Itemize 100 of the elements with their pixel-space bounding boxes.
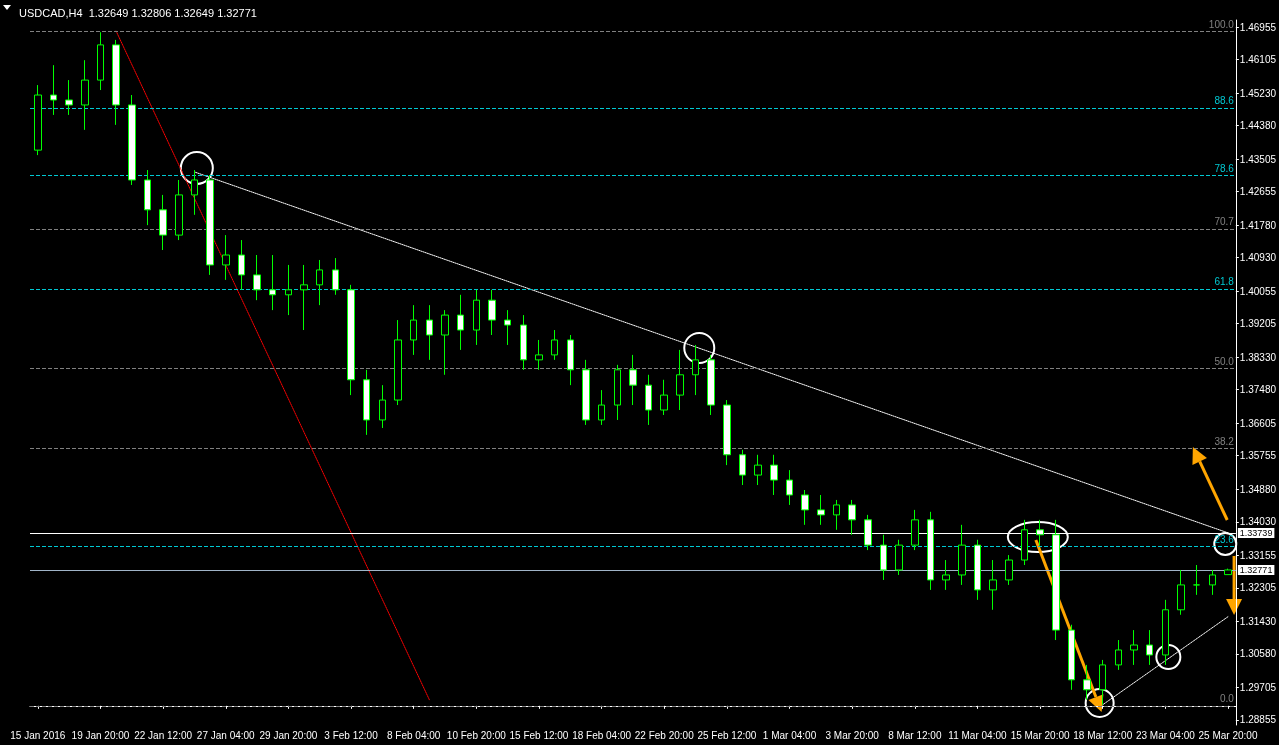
ref-line-label: 50.0 xyxy=(1214,355,1235,367)
candlestick xyxy=(128,94,136,186)
x-tick-label: 1 Mar 04:00 xyxy=(762,729,817,741)
y-tick-label: 1.42655 xyxy=(1239,186,1277,198)
candlestick xyxy=(707,354,715,416)
candlestick xyxy=(676,349,684,411)
candlestick xyxy=(911,509,919,551)
candlestick xyxy=(238,239,245,291)
x-tick-label: 3 Feb 12:00 xyxy=(324,729,379,741)
candlestick xyxy=(253,254,261,301)
candlestick xyxy=(817,494,825,526)
ref-line-label: 0.0 xyxy=(1219,693,1235,705)
y-tick-label: 1.36605 xyxy=(1239,417,1277,429)
x-tick-label: 18 Mar 12:00 xyxy=(1073,729,1133,741)
y-tick-label: 1.46955 xyxy=(1239,21,1277,33)
candlestick xyxy=(582,359,590,426)
candlestick xyxy=(269,254,276,311)
candlestick xyxy=(159,194,167,251)
ref-line-label: 70.7 xyxy=(1214,216,1235,228)
candlestick xyxy=(81,59,89,131)
y-tick-label: 1.28855 xyxy=(1239,714,1277,726)
candlestick xyxy=(1193,564,1200,596)
candlestick xyxy=(97,31,104,91)
candlestick xyxy=(457,294,464,351)
candlestick xyxy=(660,379,668,416)
candlestick xyxy=(426,304,433,361)
candlestick xyxy=(567,334,574,386)
x-tick-label: 25 Feb 12:00 xyxy=(697,729,757,741)
candlestick xyxy=(1099,659,1106,706)
x-tick-label: 15 Jan 2016 xyxy=(10,729,66,741)
y-tick-label: 1.41780 xyxy=(1239,219,1277,231)
candlestick xyxy=(1177,569,1185,616)
candlestick xyxy=(50,64,57,116)
x-tick-label: 29 Jan 20:00 xyxy=(259,729,318,741)
candlestick xyxy=(535,339,543,371)
x-tick-label: 3 Mar 20:00 xyxy=(825,729,880,741)
x-tick-label: 22 Feb 20:00 xyxy=(634,729,695,741)
candlestick xyxy=(520,314,527,371)
candlestick xyxy=(347,284,355,396)
x-tick-label: 15 Feb 12:00 xyxy=(509,729,569,741)
x-tick-label: 19 Jan 20:00 xyxy=(71,729,130,741)
chart-title: USDCAD,H4 1.32649 1.32806 1.32649 1.32771 xyxy=(19,6,257,19)
candlestick xyxy=(1115,639,1122,671)
candlestick xyxy=(754,454,762,486)
x-tick-label: 10 Feb 20:00 xyxy=(446,729,507,741)
candlestick xyxy=(739,449,746,486)
y-tick-label: 1.37480 xyxy=(1239,384,1277,396)
candlestick xyxy=(112,39,120,126)
y-tick-label: 1.29705 xyxy=(1239,681,1277,693)
ref-line-label: 38.2 xyxy=(1214,435,1235,447)
candlestick xyxy=(1083,664,1091,701)
candlestick xyxy=(300,264,308,331)
candlestick xyxy=(1224,568,1232,576)
candlestick xyxy=(206,174,214,276)
candlestick xyxy=(551,329,558,361)
candlestick xyxy=(942,559,950,591)
candlestick xyxy=(441,309,449,376)
candlestick xyxy=(1162,599,1169,666)
x-tick-label: 18 Feb 04:00 xyxy=(572,729,632,741)
x-tick-label: 25 Mar 20:00 xyxy=(1198,729,1258,741)
y-tick-label: 1.40930 xyxy=(1239,252,1277,264)
y-tick-label: 1.40055 xyxy=(1239,285,1277,297)
ref-line-label: 78.6 xyxy=(1214,162,1235,174)
candlestick xyxy=(473,289,480,346)
candlestick xyxy=(614,364,621,421)
x-tick-label: 15 Mar 20:00 xyxy=(1010,729,1070,741)
candlestick xyxy=(332,257,339,296)
x-tick-label: 22 Jan 12:00 xyxy=(134,729,193,741)
candlestick xyxy=(629,354,637,406)
y-tick-label: 1.44380 xyxy=(1239,120,1277,132)
y-tick-label: 1.31430 xyxy=(1239,615,1277,627)
candlestick xyxy=(316,259,323,306)
candlestick xyxy=(974,539,981,601)
candlestick xyxy=(379,384,386,429)
y-tick-label: 1.45230 xyxy=(1239,87,1277,99)
y-tick-label: 1.34030 xyxy=(1239,516,1277,528)
y-tick-label: 1.35755 xyxy=(1239,450,1277,462)
candlestick xyxy=(504,309,511,346)
candlestick xyxy=(770,454,778,496)
candlestick xyxy=(1130,629,1138,666)
x-tick-label: 23 Mar 04:00 xyxy=(1135,729,1196,741)
candlestick xyxy=(1005,554,1013,586)
candlestick xyxy=(645,374,652,426)
ref-line-label: 1.33739 xyxy=(1239,527,1273,538)
y-tick-label: 1.43505 xyxy=(1239,153,1277,165)
candlestick xyxy=(692,344,699,396)
candlestick xyxy=(488,289,496,336)
ref-line-label: 100.0 xyxy=(1208,18,1235,30)
candlestick xyxy=(833,499,840,531)
candlestick xyxy=(410,304,417,356)
candlestick xyxy=(34,84,42,156)
x-tick-label: 8 Feb 04:00 xyxy=(386,729,441,741)
y-tick-label: 1.38330 xyxy=(1239,351,1277,363)
y-tick-label: 1.30580 xyxy=(1239,648,1277,660)
candlestick xyxy=(222,234,230,281)
candlestick xyxy=(144,169,151,226)
candlestick xyxy=(958,524,966,586)
candlestick xyxy=(363,369,370,436)
x-tick-label: 8 Mar 12:00 xyxy=(888,729,942,741)
candlestick xyxy=(895,539,903,576)
